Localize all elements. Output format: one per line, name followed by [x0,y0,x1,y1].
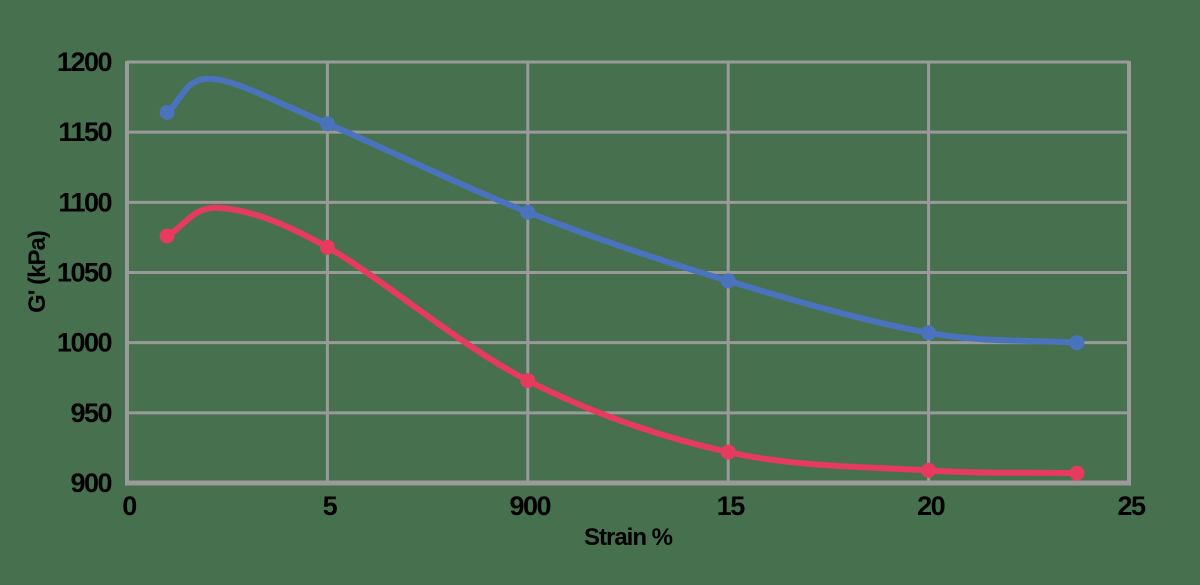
x-axis-title: Strain % [583,524,673,551]
y-tick-label: 1200 [57,47,112,77]
y-tick-label: 1150 [58,117,111,147]
x-tick-label: 0 [122,491,136,521]
x-tick-label: 20 [917,491,945,521]
blue-series-marker [319,116,335,132]
red-series-marker [520,373,536,389]
blue-series-marker [520,204,536,220]
blue-series-marker [921,325,937,341]
y-tick-label: 1000 [57,328,112,358]
x-tick-label: 15 [717,491,746,521]
x-tick-label: 5 [323,491,338,521]
red-series-marker [720,444,736,460]
red-series-marker [1069,465,1085,481]
y-tick-label: 1050 [57,258,112,288]
blue-series-marker [159,105,175,120]
blue-series-marker [720,273,736,289]
red-series-marker [159,228,175,244]
x-tick-label: 25 [1117,491,1146,521]
y-tick-label: 1100 [58,187,111,217]
x-tick-label: 900 [510,491,551,521]
blue-series-marker [1069,335,1085,351]
red-series-marker [921,462,937,478]
red-series-marker [319,239,335,255]
y-axis-title: G' (kPa) [24,231,51,313]
y-tick-label: 950 [70,398,111,428]
y-tick-label: 900 [70,468,111,498]
blue-series-line [164,75,1080,346]
